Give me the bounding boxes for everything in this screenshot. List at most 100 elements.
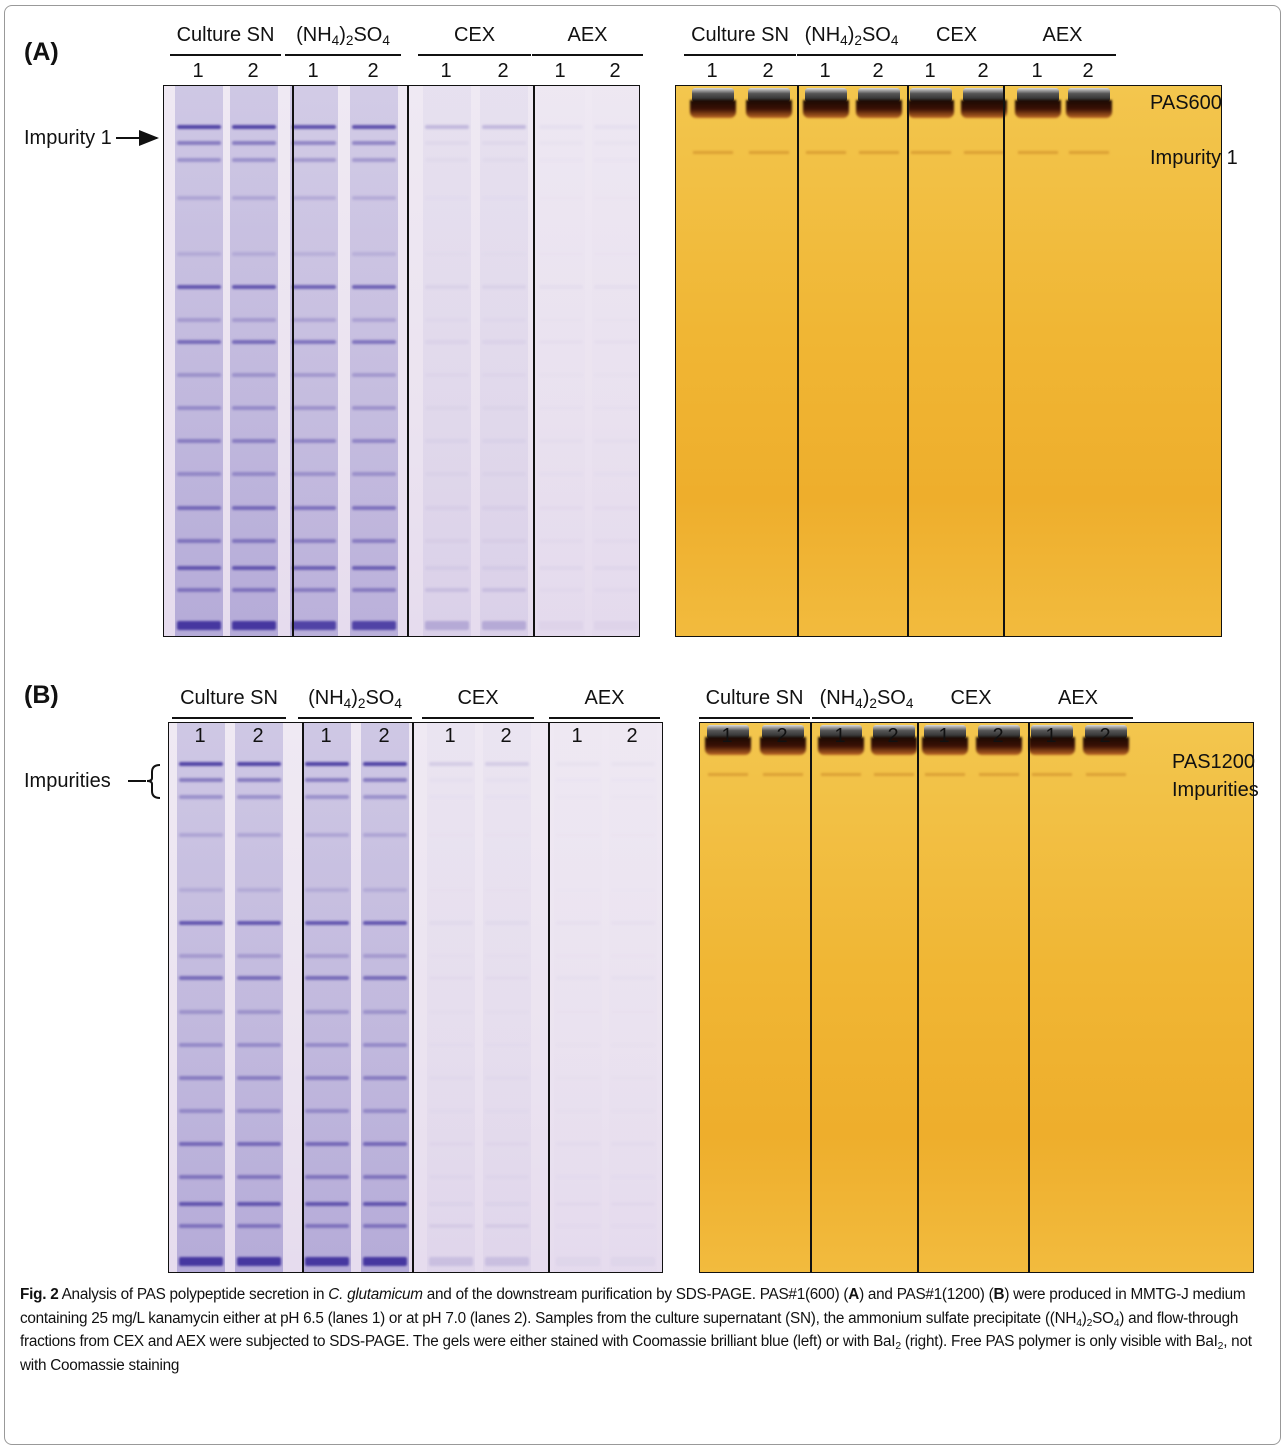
band (485, 954, 529, 958)
text-run: (right). Free PAS polymer is only visibl… (901, 1333, 1218, 1350)
band (237, 921, 281, 925)
group-title: AEX (584, 687, 624, 710)
band (232, 539, 276, 543)
band (429, 1257, 473, 1266)
band (611, 1010, 655, 1014)
band (179, 1257, 223, 1266)
group-title: Culture SN (691, 24, 789, 47)
band (594, 539, 638, 543)
lane-number: 2 (1082, 60, 1093, 83)
band (352, 472, 396, 476)
band (611, 1076, 655, 1080)
band (232, 621, 276, 630)
band (482, 406, 526, 410)
band (429, 921, 473, 925)
band (482, 472, 526, 476)
band (232, 125, 276, 129)
gel-lane (427, 723, 475, 1272)
gel-lane (175, 86, 223, 636)
band (485, 1043, 529, 1047)
lane-number: 1 (1045, 725, 1056, 748)
gel-lane (870, 723, 918, 1272)
text-run: 4 (840, 33, 848, 48)
band (352, 373, 396, 377)
band (292, 196, 336, 200)
band (305, 778, 349, 782)
group-underline (422, 717, 534, 719)
band (708, 773, 748, 776)
lane-number: 1 (444, 725, 455, 748)
lane-number: 2 (378, 725, 389, 748)
band (485, 1257, 529, 1266)
gel-lane (759, 723, 807, 1272)
band (232, 318, 276, 322)
band (425, 506, 469, 510)
band (539, 252, 583, 256)
band (232, 588, 276, 592)
band (611, 954, 655, 958)
band (594, 285, 638, 289)
band (556, 888, 600, 892)
band (874, 773, 914, 776)
band (425, 141, 469, 145)
band (305, 1076, 349, 1080)
band (305, 1142, 349, 1146)
band (611, 1109, 655, 1113)
band (539, 196, 583, 200)
gel-lane (609, 723, 657, 1272)
group-title: (NH4)2SO4 (308, 687, 402, 710)
lane-divider (533, 86, 535, 636)
band (611, 1175, 655, 1179)
text-run: 4 (906, 696, 914, 711)
gel-lane (1065, 86, 1113, 636)
bai2-gel (699, 722, 1254, 1273)
band (425, 566, 469, 570)
band (594, 472, 638, 476)
band (485, 1109, 529, 1113)
band (556, 1224, 600, 1228)
band (908, 100, 954, 118)
band (363, 976, 407, 980)
band (305, 795, 349, 799)
band (611, 1224, 655, 1228)
band (482, 196, 526, 200)
band (425, 621, 469, 630)
gel-lane (350, 86, 398, 636)
lane-number: 1 (571, 725, 582, 748)
band (179, 1043, 223, 1047)
lane-number: 2 (626, 725, 637, 748)
group-underline (902, 54, 1011, 56)
band (305, 1224, 349, 1228)
text-run: Fig. 2 (20, 1286, 58, 1303)
band (485, 1202, 529, 1206)
band (611, 888, 655, 892)
lane-divider (810, 723, 812, 1272)
band (292, 158, 336, 162)
band (425, 373, 469, 377)
text-run: SO (862, 24, 891, 46)
band (556, 1202, 600, 1206)
band (177, 285, 221, 289)
band (539, 588, 583, 592)
band (352, 406, 396, 410)
lane-divider (302, 723, 304, 1272)
band (482, 566, 526, 570)
gel-lane (361, 723, 409, 1272)
band (1015, 100, 1061, 118)
band (594, 318, 638, 322)
band (352, 439, 396, 443)
band (482, 506, 526, 510)
page: Fig. 2 Analysis of PAS polypeptide secre… (0, 0, 1287, 1451)
lane-number: 2 (247, 60, 258, 83)
band (363, 1202, 407, 1206)
band (485, 1076, 529, 1080)
band (237, 1202, 281, 1206)
band (363, 921, 407, 925)
band (964, 151, 1004, 154)
group-underline (172, 717, 286, 719)
band (594, 506, 638, 510)
band (485, 795, 529, 799)
band (806, 151, 846, 154)
text-run: A (848, 1286, 859, 1303)
lane-divider (907, 86, 909, 636)
